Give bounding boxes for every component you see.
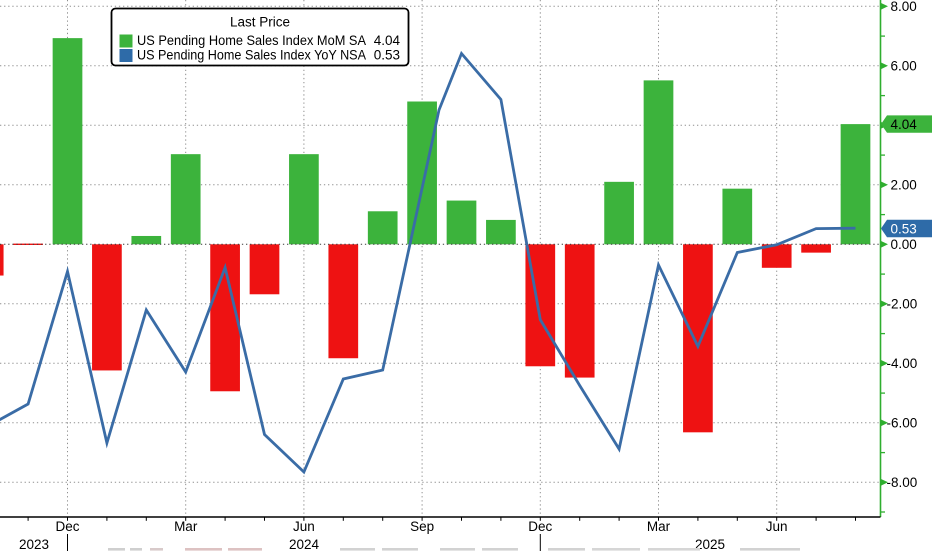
svg-text:2.00: 2.00: [891, 178, 917, 193]
svg-text:Jun: Jun: [293, 519, 315, 534]
svg-text:2023: 2023: [19, 537, 49, 551]
svg-text:4.04: 4.04: [374, 33, 401, 48]
svg-text:Mar: Mar: [647, 519, 671, 534]
svg-text:6.00: 6.00: [891, 59, 917, 74]
svg-text:-4.00: -4.00: [887, 356, 918, 371]
svg-text:Mar: Mar: [174, 519, 198, 534]
svg-text:2025: 2025: [695, 537, 725, 551]
svg-text:Dec: Dec: [55, 519, 79, 534]
svg-text:US Pending Home Sales Index Yo: US Pending Home Sales Index YoY NSA: [137, 48, 366, 63]
svg-text:-8.00: -8.00: [887, 475, 918, 490]
svg-text:Dec: Dec: [528, 519, 552, 534]
svg-text:Sep: Sep: [410, 519, 434, 534]
svg-text:0.53: 0.53: [891, 221, 917, 236]
svg-text:2024: 2024: [289, 537, 320, 551]
svg-text:4.04: 4.04: [891, 117, 918, 132]
svg-text:-6.00: -6.00: [887, 416, 918, 431]
svg-text:-2.00: -2.00: [887, 297, 918, 312]
svg-text:0.53: 0.53: [374, 48, 400, 63]
svg-text:0.00: 0.00: [891, 237, 917, 252]
svg-text:8.00: 8.00: [891, 0, 917, 14]
svg-text:US Pending Home Sales Index Mo: US Pending Home Sales Index MoM SA: [137, 33, 366, 48]
svg-text:Jun: Jun: [766, 519, 788, 534]
svg-text:Last Price: Last Price: [230, 15, 290, 30]
